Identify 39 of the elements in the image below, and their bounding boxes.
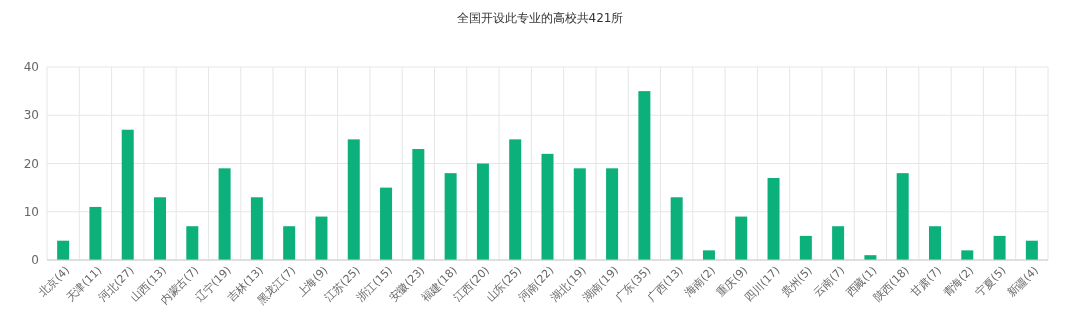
bar [606,168,619,260]
bar [735,216,748,260]
bar [993,235,1006,260]
bar [89,206,102,260]
y-tick-label: 30 [23,108,39,123]
bar [767,177,780,260]
y-tick-label: 0 [31,253,39,267]
bar [154,197,167,260]
bar [896,173,909,260]
bar [347,139,360,260]
bar [476,163,489,260]
chart-title: 全国开设此专业的高校共421所 [456,11,624,25]
x-tick-label: 贵州(5) [779,263,815,300]
bar [315,216,328,260]
y-tick-label: 10 [23,204,39,219]
bar [250,197,263,260]
bar [412,149,425,260]
bar [573,168,586,260]
bar [832,226,845,260]
bar [961,250,974,260]
x-tick-label: 甘肃(7) [908,263,944,300]
x-tick-label: 新疆(4) [1005,263,1041,300]
bar [380,187,393,260]
bar [121,129,134,260]
bar [928,226,941,260]
bar [57,240,70,260]
bar [541,153,554,260]
bar [638,91,651,260]
bar [799,235,812,260]
y-tick-label: 40 [23,60,39,74]
bar [283,226,296,260]
bar [702,250,715,260]
bar [670,197,683,260]
bar [1025,240,1038,260]
bar [186,226,199,260]
y-tick-label: 20 [23,156,39,171]
bar [509,139,522,260]
bar [218,168,231,260]
bar [444,173,457,260]
